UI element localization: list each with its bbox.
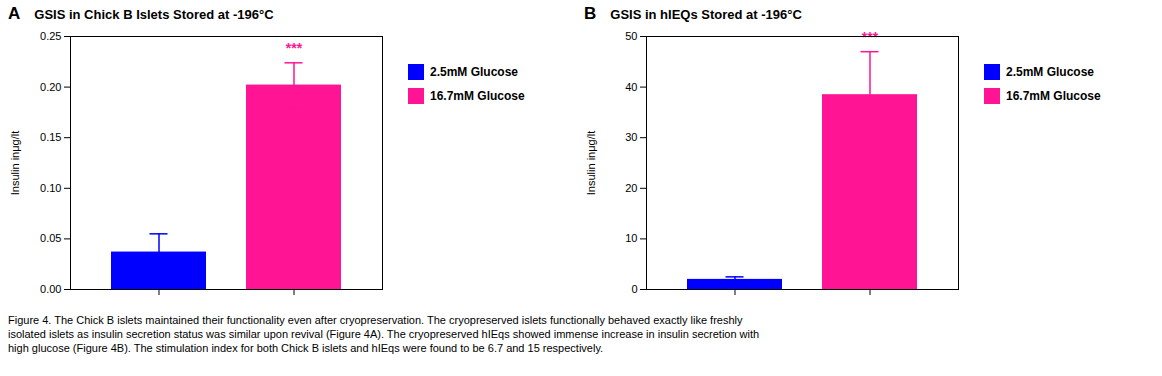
html-text:2.5mM Glucose: 2.5mM Glucose (1006, 65, 1094, 79)
svg-text:0.20: 0.20 (40, 81, 61, 93)
html-text:2.5mM Glucose: 2.5mM Glucose (430, 65, 518, 79)
svg-text:***: *** (286, 40, 303, 56)
svg-text:Insulin inμg/lt: Insulin inμg/lt (9, 131, 21, 195)
svg-text:0.25: 0.25 (40, 30, 61, 42)
svg-text:Insulin inμg/lt: Insulin inμg/lt (585, 131, 597, 195)
svg-text:0.10: 0.10 (40, 182, 61, 194)
html-text:16.7mM Glucose: 16.7mM Glucose (430, 89, 525, 103)
svg-text:10: 10 (625, 232, 637, 244)
svg-text:40: 40 (625, 81, 637, 93)
html-text:isolated islets as insulin sec: isolated islets as insulin secretion sta… (8, 328, 760, 340)
svg-text:50: 50 (625, 30, 637, 42)
html-text:B: B (584, 4, 597, 23)
svg-text:0.15: 0.15 (40, 131, 61, 143)
svg-text:0.05: 0.05 (40, 232, 61, 244)
html-text:Figure 4. The Chick B islets m: Figure 4. The Chick B islets maintained … (8, 314, 743, 326)
html-text:16.7mM Glucose: 16.7mM Glucose (1006, 89, 1101, 103)
svg-text:0.00: 0.00 (40, 283, 61, 295)
html-text:GSIS in hIEQs Stored at -196°C: GSIS in hIEQs Stored at -196°C (610, 7, 802, 22)
svg-text:30: 30 (625, 131, 637, 143)
html-text:high glucose (Figure 4B). The: high glucose (Figure 4B). The stimulatio… (8, 342, 604, 354)
html-text:A: A (8, 4, 21, 23)
html-text:GSIS in Chick B Islets Stored: GSIS in Chick B Islets Stored at -196°C (34, 7, 274, 22)
svg-text:0: 0 (631, 283, 637, 295)
svg-text:20: 20 (625, 182, 637, 194)
